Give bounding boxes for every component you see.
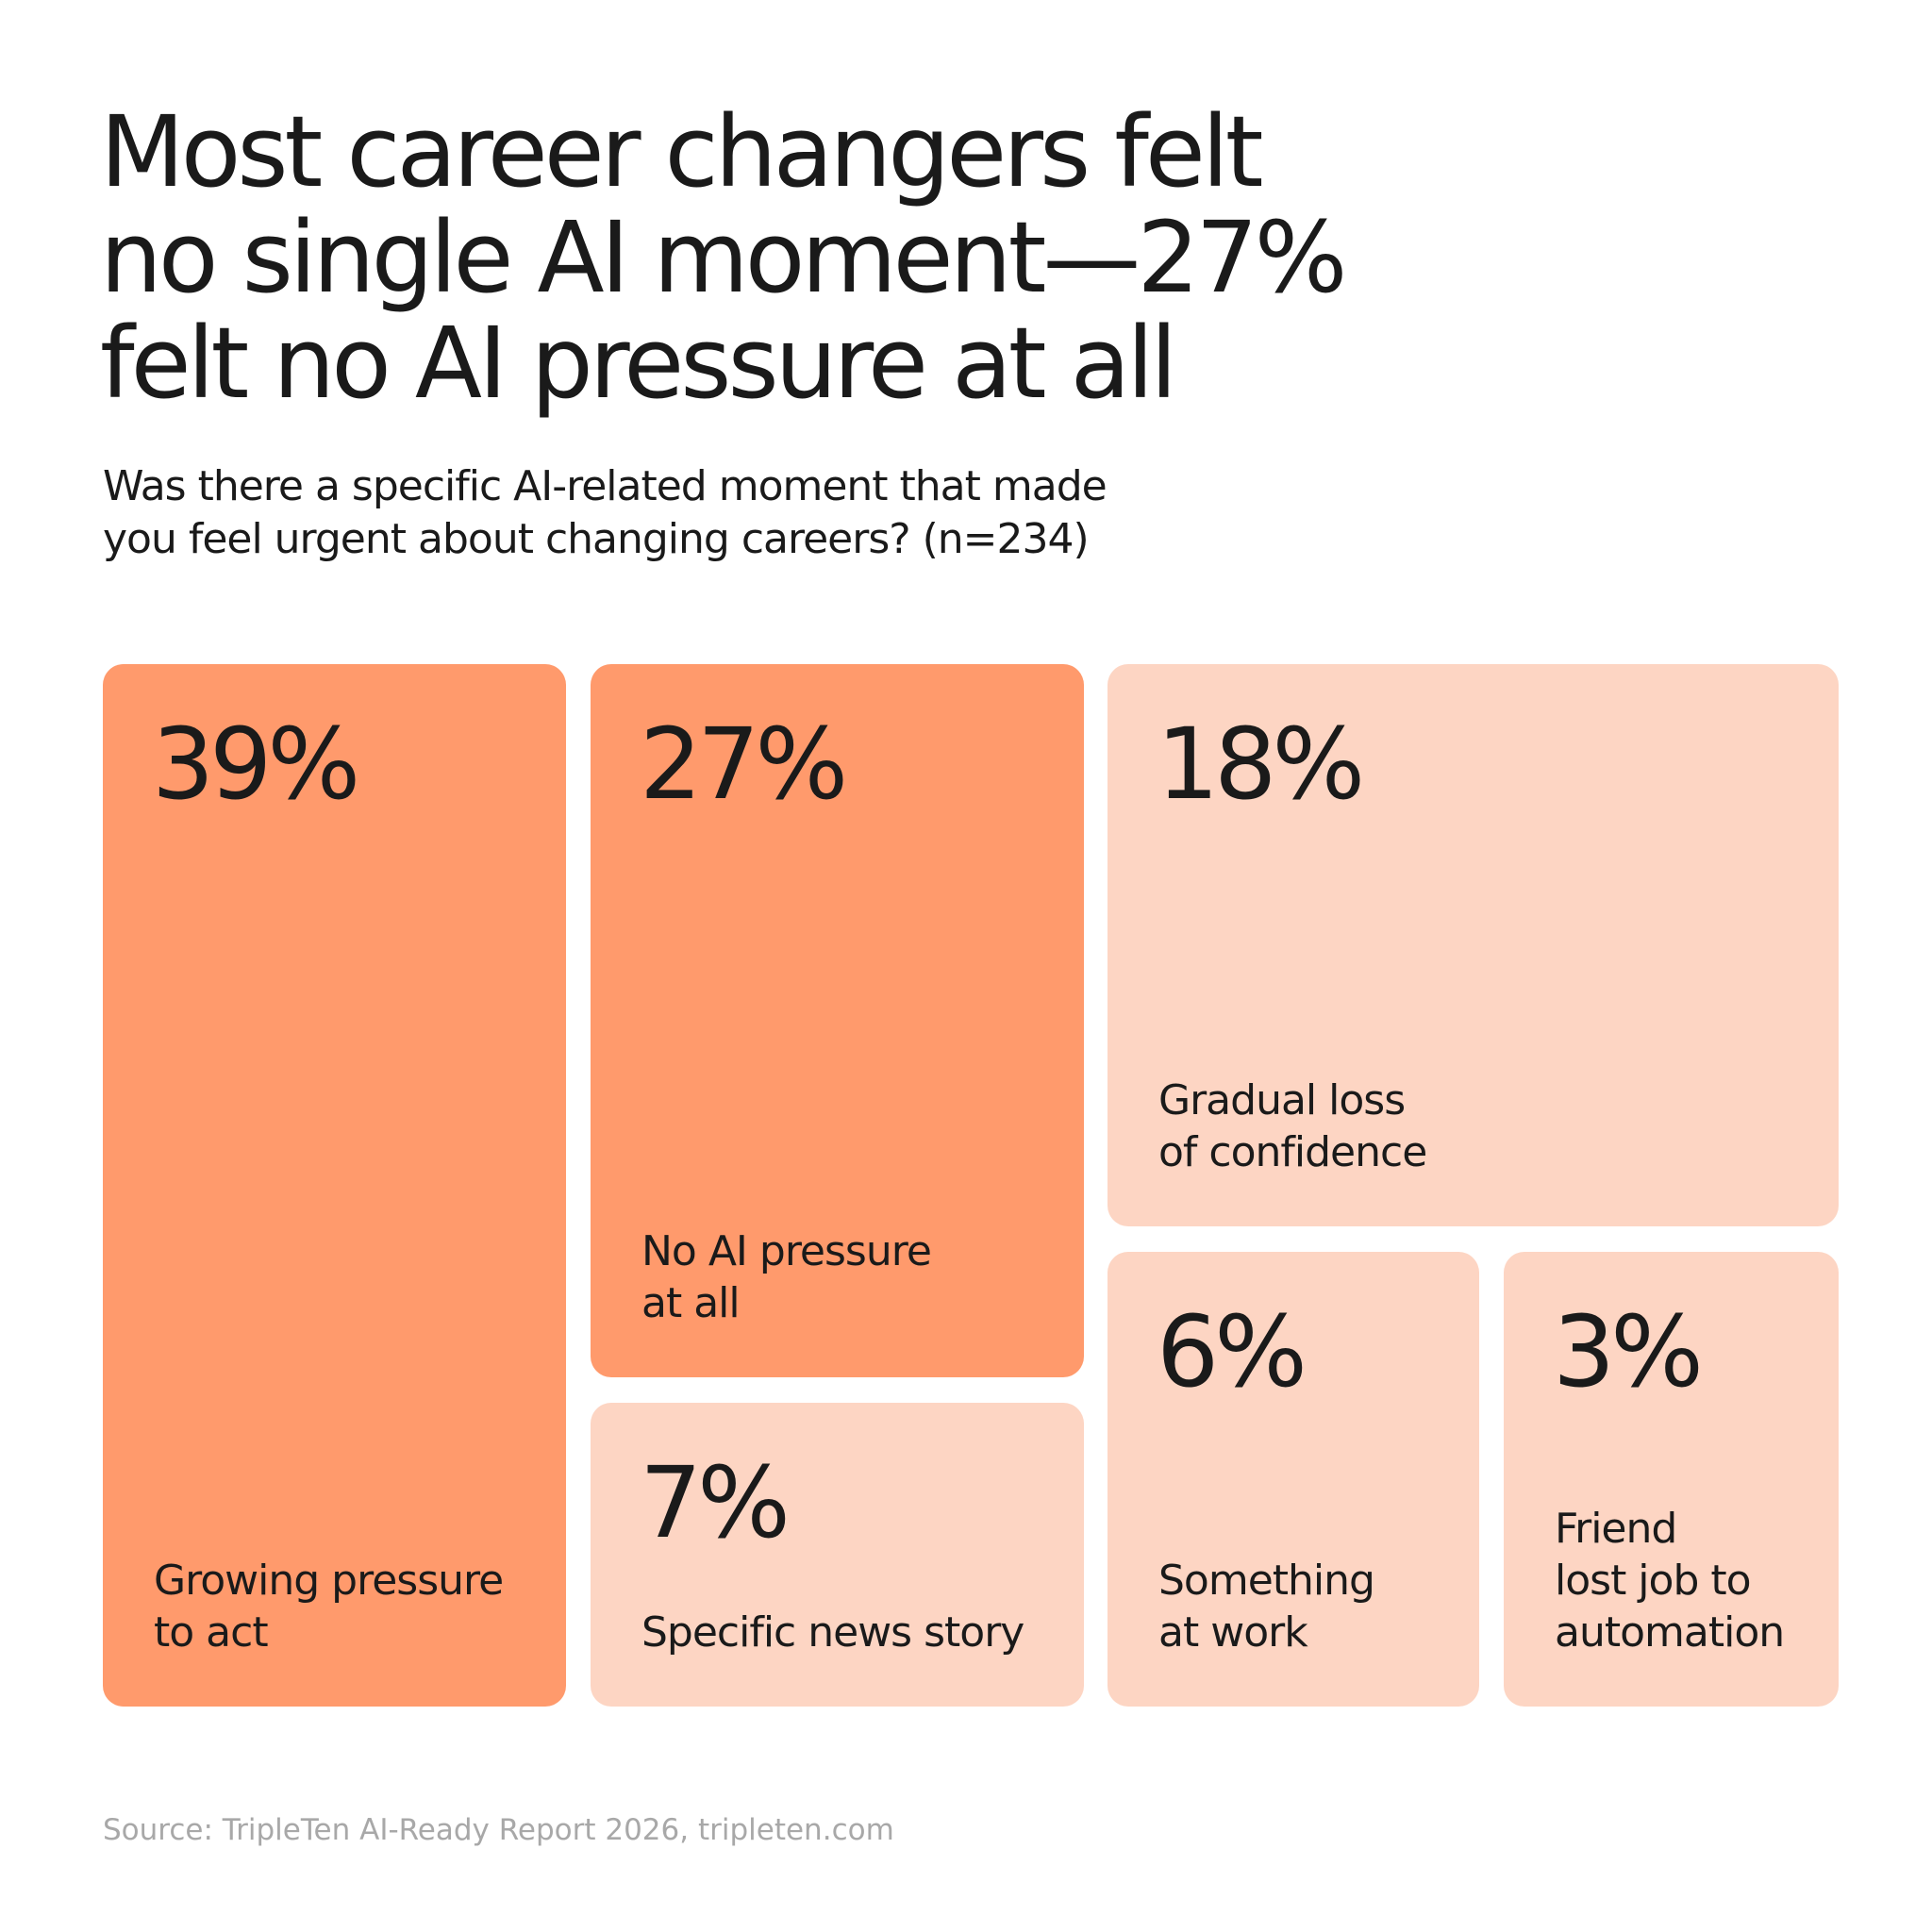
value-label: 3% [1553,1294,1699,1409]
tile [591,664,1084,1377]
value-label: 18% [1157,707,1360,822]
category-label: Specific news story [641,1608,1024,1657]
category-label: Something at work [1158,1557,1374,1657]
value-label: 39% [152,707,356,822]
tile [1108,664,1839,1226]
category-label: Gradual loss of confidence [1158,1076,1426,1176]
category-label: Growing pressure to act [154,1557,503,1657]
value-label: 7% [640,1445,786,1560]
category-label: Friend lost job to automation [1555,1505,1784,1657]
tile [1108,1252,1479,1707]
value-label: 6% [1157,1294,1303,1409]
source-note: Source: TripleTen AI-Ready Report 2026, … [103,1813,894,1847]
value-label: 27% [640,707,843,822]
chart-title: Most career changers felt no single AI mo… [100,94,1344,421]
chart-subtitle: Was there a specific AI-related moment t… [103,462,1107,563]
tile [1504,1252,1839,1707]
tile [103,664,566,1707]
tile [591,1403,1084,1707]
category-label: No AI pressure at all [641,1227,931,1327]
